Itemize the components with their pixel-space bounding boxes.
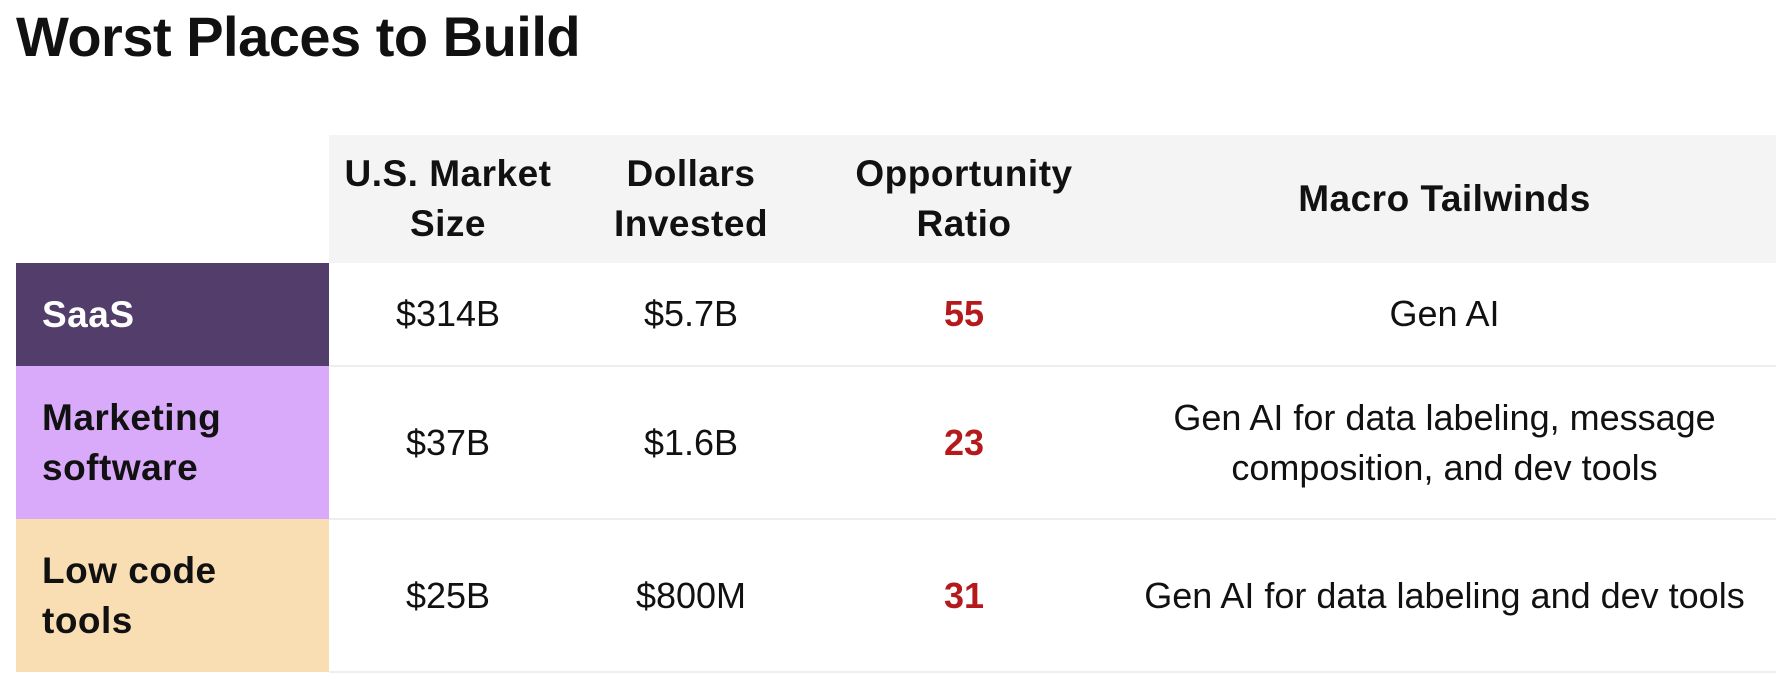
cell: $314B	[329, 263, 567, 367]
title: Worst Places to Build	[16, 5, 581, 68]
column-header: Dollars Invested	[567, 135, 815, 263]
cell: Gen AI	[1113, 263, 1776, 367]
row-label: SaaS	[16, 263, 329, 366]
cell: $25B	[329, 519, 567, 673]
table-body: SaaS $314B $5.7B 55 Gen AI Marketing software…	[16, 263, 1776, 673]
cell: $5.7B	[567, 263, 815, 367]
ratio-cell: 55	[815, 263, 1113, 367]
table: U.S. Market Size Dollars Invested Opport…	[16, 135, 1776, 673]
cell: Gen AI for data labeling and dev tools	[1113, 519, 1776, 673]
cell: $37B	[329, 366, 567, 520]
row-label: Marketing software	[16, 366, 329, 519]
header-row: U.S. Market Size Dollars Invested Opport…	[16, 135, 1776, 263]
ratio-cell: 23	[815, 366, 1113, 520]
row: Low code tools $25B $800M 31 Gen AI for data…	[16, 519, 1776, 673]
column-header: U.S. Market Size	[329, 135, 567, 263]
cell: $1.6B	[567, 366, 815, 520]
row: SaaS $314B $5.7B 55 Gen AI	[16, 263, 1776, 367]
corner	[16, 135, 329, 263]
cell: $800M	[567, 519, 815, 673]
column-header: Macro Tailwinds	[1113, 135, 1776, 263]
column-header: Opportunity Ratio	[815, 135, 1113, 263]
row: Marketing software $37B $1.6B 23 Gen AI for …	[16, 366, 1776, 520]
row-label: Low code tools	[16, 519, 329, 672]
ratio-cell: 31	[815, 519, 1113, 673]
cell: Gen AI for data labeling, message compos…	[1113, 366, 1776, 520]
